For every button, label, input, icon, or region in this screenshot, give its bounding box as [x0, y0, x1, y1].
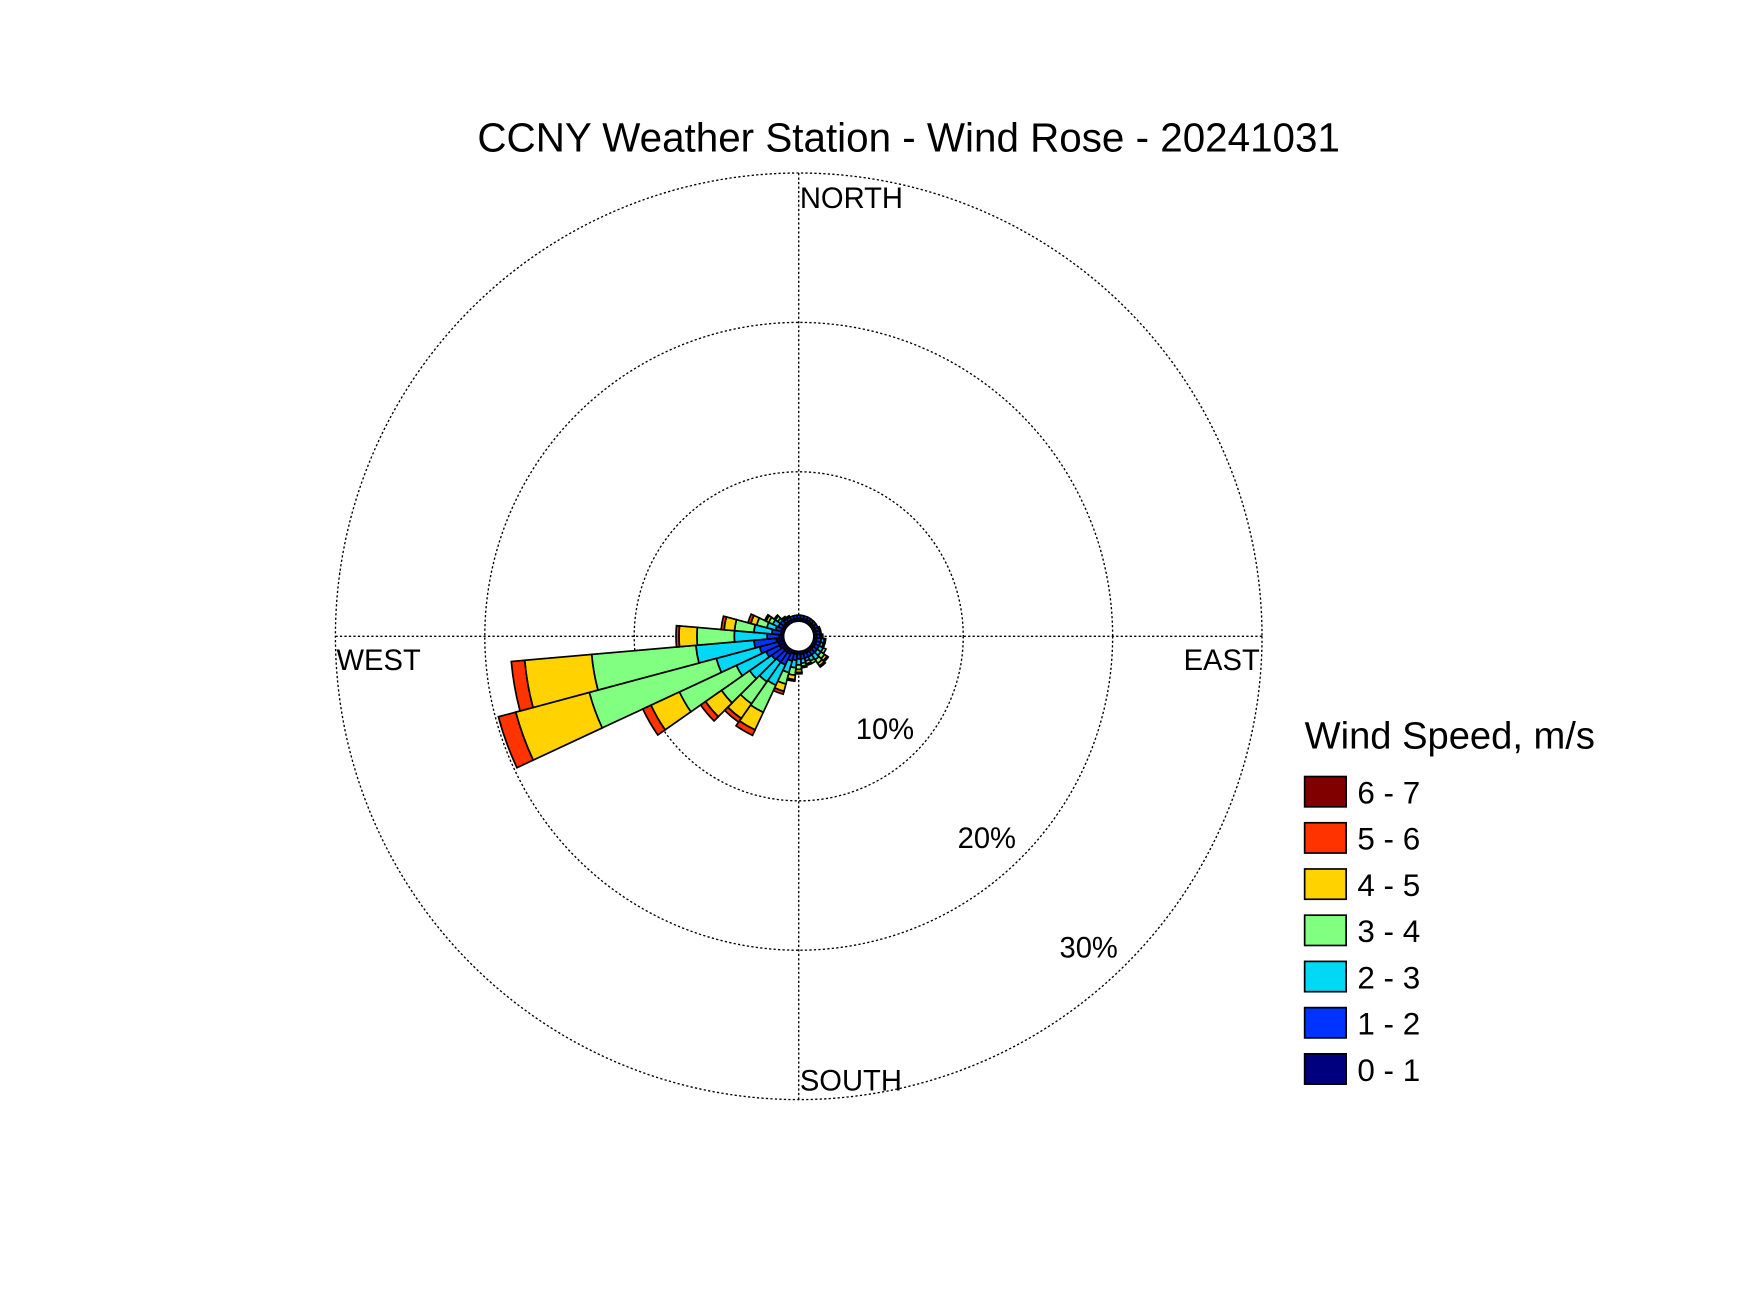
legend-swatch [1303, 775, 1347, 808]
legend-swatch [1303, 821, 1347, 854]
wind-segment [675, 624, 681, 648]
wind-segment [720, 615, 728, 631]
legend-swatch [1303, 960, 1347, 993]
wind-segment [792, 614, 799, 620]
direction-label: NORTH [800, 183, 903, 215]
legend-swatch [1303, 1052, 1347, 1085]
legend-swatch [1303, 868, 1347, 901]
legend-swatch [1303, 1006, 1347, 1039]
wind-segment [786, 677, 796, 683]
wind-segment [794, 671, 803, 675]
legend-label: 2 - 3 [1357, 960, 1420, 995]
wind-segment [763, 613, 771, 623]
legend-label: 4 - 5 [1357, 868, 1420, 903]
wind-segment [780, 615, 787, 622]
chart-title: CCNY Weather Station - Wind Rose - 20241… [477, 115, 1340, 161]
wind-segment [818, 660, 827, 669]
legend-label: 0 - 1 [1357, 1053, 1420, 1088]
legend-label: 1 - 2 [1357, 1007, 1420, 1042]
legend-label: 3 - 4 [1357, 914, 1420, 949]
wind-segment [820, 633, 824, 640]
direction-label: SOUTH [800, 1066, 902, 1098]
wind-segment [678, 624, 699, 648]
grid-ring [633, 471, 964, 802]
wind-segment [772, 686, 786, 696]
r-tick-label: 30% [1059, 932, 1117, 964]
wind-segment [746, 613, 755, 625]
legend-swatch [1303, 914, 1347, 947]
wind-segment [734, 719, 757, 737]
legend-title: Wind Speed, m/s [1305, 714, 1595, 757]
wind-segment [772, 613, 780, 622]
center-hole [782, 620, 815, 653]
wind-segment [699, 700, 720, 723]
wind-segment [723, 706, 743, 724]
r-tick-label: 20% [958, 823, 1016, 855]
wind-segment [510, 659, 535, 713]
wind-segment [497, 711, 535, 769]
legend-label: 6 - 7 [1357, 775, 1420, 810]
direction-label: EAST [1184, 645, 1260, 677]
wind-segment [800, 664, 808, 669]
r-tick-label: 10% [856, 714, 914, 746]
legend-label: 5 - 6 [1357, 822, 1420, 857]
direction-label: WEST [337, 645, 421, 677]
wind-segment [641, 704, 667, 737]
